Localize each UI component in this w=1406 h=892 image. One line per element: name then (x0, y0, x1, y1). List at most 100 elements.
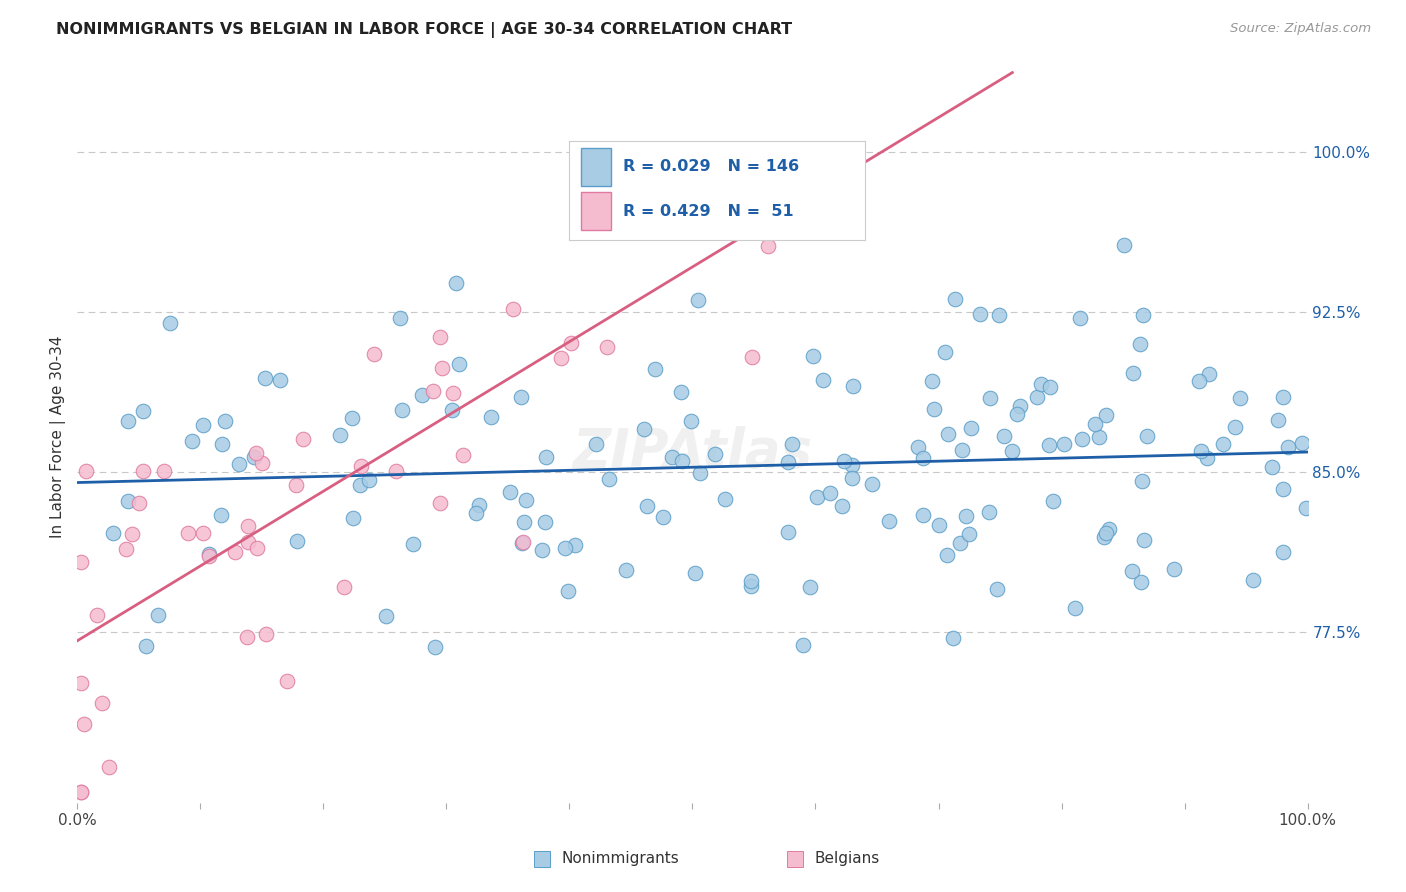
Point (159, 317, 181, 331)
Point (1053, 436, 1076, 450)
Point (598, 472, 620, 486)
Point (1132, 308, 1154, 322)
Point (198, 549, 221, 563)
Point (209, 508, 232, 523)
Point (928, 517, 950, 532)
Point (921, 374, 943, 388)
Point (363, 347, 385, 361)
Point (841, 191, 863, 205)
Point (564, 538, 586, 552)
Point (146, 607, 169, 622)
Point (942, 632, 965, 646)
Point (333, 580, 356, 594)
Point (349, 478, 371, 492)
Point (214, 414, 236, 428)
Text: Nonimmigrants: Nonimmigrants (561, 852, 679, 866)
Point (818, 486, 841, 500)
Point (75, 464, 97, 478)
Point (235, 630, 257, 644)
Point (388, 311, 411, 326)
Text: ZIPAtlas: ZIPAtlas (572, 425, 813, 478)
Point (841, 471, 863, 485)
Point (121, 527, 143, 541)
Point (706, 184, 728, 198)
Point (792, 638, 814, 652)
Point (430, 361, 453, 376)
Point (1229, 391, 1251, 405)
Point (636, 500, 658, 514)
Point (614, 563, 637, 577)
Point (243, 450, 266, 464)
Point (979, 391, 1001, 405)
Point (1260, 459, 1282, 474)
Point (1130, 474, 1153, 488)
Point (481, 410, 503, 425)
Point (1031, 376, 1053, 391)
Point (756, 239, 779, 253)
Point (1098, 522, 1121, 536)
Point (340, 411, 363, 425)
Y-axis label: In Labor Force | Age 30-34: In Labor Force | Age 30-34 (51, 335, 66, 539)
Text: R = 0.429   N =  51: R = 0.429 N = 51 (623, 203, 793, 219)
Point (988, 308, 1011, 322)
Point (686, 293, 709, 307)
Point (801, 349, 824, 363)
Point (1129, 337, 1152, 351)
Point (132, 465, 155, 479)
Point (950, 442, 973, 457)
Point (737, 161, 759, 176)
Point (533, 515, 555, 529)
Point (1241, 573, 1264, 587)
Point (1121, 564, 1143, 578)
Point (384, 464, 406, 478)
Point (1005, 407, 1028, 421)
Point (1295, 500, 1317, 515)
Text: Source: ZipAtlas.com: Source: ZipAtlas.com (1230, 22, 1371, 36)
Point (669, 385, 692, 400)
Point (1272, 483, 1295, 497)
Point (181, 434, 204, 449)
Point (806, 490, 828, 504)
Point (1130, 575, 1153, 590)
Point (441, 385, 464, 400)
Point (1008, 399, 1031, 413)
Point (449, 357, 471, 371)
Point (651, 510, 673, 524)
Point (391, 403, 413, 417)
Point (1069, 310, 1091, 325)
Point (949, 535, 972, 549)
Point (284, 478, 307, 492)
Point (153, 464, 176, 478)
Point (411, 388, 433, 402)
Point (128, 496, 150, 510)
Point (211, 437, 233, 451)
Point (1163, 562, 1185, 576)
Point (960, 421, 983, 435)
Point (1025, 390, 1047, 404)
Point (1189, 444, 1212, 458)
Point (585, 436, 607, 450)
Point (228, 457, 250, 471)
Point (1112, 237, 1135, 252)
Point (429, 329, 451, 343)
Point (661, 450, 683, 465)
FancyBboxPatch shape (581, 193, 610, 230)
Point (451, 448, 474, 462)
Point (1133, 533, 1156, 547)
Point (1095, 408, 1118, 422)
Point (515, 492, 537, 507)
Point (254, 371, 277, 385)
Point (993, 429, 1015, 443)
Point (671, 454, 693, 468)
Point (644, 362, 666, 376)
Point (633, 422, 655, 436)
Point (342, 510, 364, 524)
Point (502, 302, 524, 317)
Point (177, 526, 200, 541)
Point (936, 548, 959, 562)
Point (269, 374, 291, 388)
Text: NONIMMIGRANTS VS BELGIAN IN LABOR FORCE | AGE 30-34 CORRELATION CHART: NONIMMIGRANTS VS BELGIAN IN LABOR FORCE … (56, 22, 793, 38)
Point (955, 509, 977, 524)
Point (499, 484, 522, 499)
Point (969, 307, 991, 321)
